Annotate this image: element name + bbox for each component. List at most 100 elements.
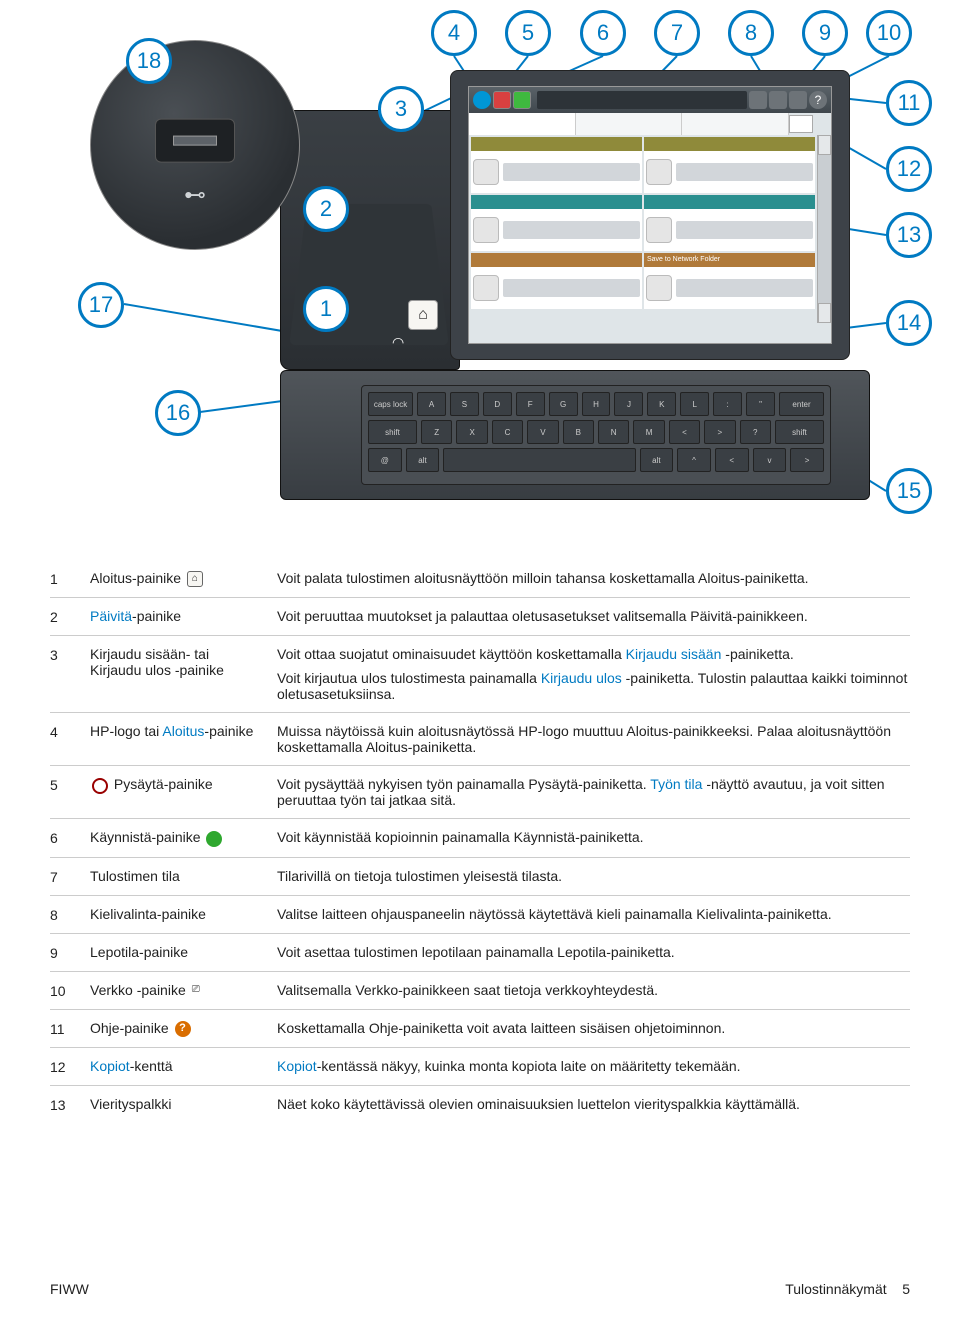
help-icon: ? [175,1021,191,1037]
callout-2: 2 [303,186,349,232]
home-icon: ⌂ [187,571,203,587]
network-icon [789,91,807,109]
usb-icon: ⊷ [184,182,206,208]
physical-keyboard: caps lockASDFGHJKL:"enter shiftZXCVBNM<>… [361,385,831,485]
start-icon [206,831,222,847]
key: " [746,392,775,416]
legend-name: Päivitä-painike [90,608,265,625]
legend-name-link: Päivitä [90,608,132,624]
callout-9: 9 [802,10,848,56]
help-icon: ? [809,91,827,109]
save-to-network-label: Save to Network Folder [644,253,815,267]
legend-row: 1 Aloitus-painike ⌂ Voit palata tulostimen… [50,560,910,598]
legend-name: Verkko -painike⎚ [90,982,265,999]
legend-description: Kopiot-kentässä näkyy, kuinka monta kopi… [277,1058,910,1075]
screen-app-grid: Save to Network Folder [469,135,817,323]
legend-number: 5 [50,776,78,808]
description-link: Kopiot [277,1058,317,1074]
printer-top-deck [280,110,460,370]
page-footer: FIWW Tulostinnäkymät 5 [0,1281,960,1297]
legend-row: 9Lepotila-painikeVoit asettaa tulostimen… [50,934,910,972]
hp-logo-icon [473,91,491,109]
home-button-icon: ⌂ [408,300,438,330]
key: J [614,392,643,416]
legend-number: 13 [50,1096,78,1113]
key: ^ [677,448,711,472]
screen-topbar: ? [469,87,831,113]
kb-row-3: @altalt^<v> [368,448,824,472]
legend-name: Lepotila-painike [90,944,265,961]
key: A [417,392,446,416]
key: X [456,420,487,444]
key: V [527,420,558,444]
key: < [715,448,749,472]
callout-14: 14 [886,300,932,346]
callout-10: 10 [866,10,912,56]
key: < [669,420,700,444]
nfc-icon: ◠ [392,334,412,354]
legend-description: Valitse laitteen ohjauspaneelin näytössä… [277,906,910,923]
callout-17: 17 [78,282,124,328]
legend-name: Ohje-painike ? [90,1020,265,1037]
key: D [483,392,512,416]
legend-number: 12 [50,1058,78,1075]
callout-13: 13 [886,212,932,258]
usb-port-inset: ⊷ [90,40,300,250]
legend-description: Voit palata tulostimen aloitusnäyttöön m… [277,570,910,587]
control-panel-diagram: 4 5 6 7 8 9 10 11 12 13 14 15 1 2 3 16 1… [0,0,960,560]
key: shift [368,420,417,444]
legend-name: Kopiot-kenttä [90,1058,265,1075]
key: K [647,392,676,416]
description-link: Kirjaudu ulos [541,670,622,686]
footer-right: Tulostinnäkymät 5 [785,1281,910,1297]
legend-description: Näet koko käytettävissä olevien ominaisu… [277,1096,910,1113]
legend-row: 4HP-logo tai Aloitus-painikeMuissa näytö… [50,713,910,766]
callout-16: 16 [155,390,201,436]
legend-name: Tulostimen tila [90,868,265,885]
callout-7: 7 [654,10,700,56]
key: : [713,392,742,416]
legend-name-link: Aloitus [162,723,204,739]
footer-left: FIWW [50,1281,89,1297]
legend-name: Aloitus-painike ⌂ [90,570,265,587]
legend-name-link: Kopiot [90,1058,130,1074]
kb-row-2: shiftZXCVBNM<>?shift [368,420,824,444]
description-link: Kirjaudu sisään [626,646,722,662]
screen-tabs [469,113,831,135]
language-icon [749,91,767,109]
description-link: Työn tila [650,776,702,792]
callout-15: 15 [886,468,932,514]
legend-description: Tilarivillä on tietoja tulostimen yleise… [277,868,910,885]
key: alt [406,448,440,472]
legend-name: HP-logo tai Aloitus-painike [90,723,265,755]
key: M [633,420,664,444]
legend-row: 12 Kopiot-kenttä Kopiot-kentässä näkyy, ku… [50,1048,910,1086]
key: caps lock [368,392,413,416]
legend-name: Pysäytä-painike [90,776,265,808]
callout-8: 8 [728,10,774,56]
legend-number: 1 [50,570,78,587]
legend-number: 3 [50,646,78,702]
printer-base: caps lockASDFGHJKL:"enter shiftZXCVBNM<>… [280,370,870,500]
key: G [549,392,578,416]
kb-row-1: caps lockASDFGHJKL:"enter [368,392,824,416]
legend-description: Koskettamalla Ohje-painiketta voit avata… [277,1020,910,1037]
legend-row: 7Tulostimen tilaTilarivillä on tietoja t… [50,858,910,896]
legend-row: 2 Päivitä-painike Voit peruuttaa muutokset… [50,598,910,636]
legend-row: 11Ohje-painike ?Koskettamalla Ohje-paini… [50,1010,910,1048]
callout-18: 18 [126,38,172,84]
legend-row: 8Kielivalinta-painikeValitse laitteen oh… [50,896,910,934]
legend-row: 6Käynnistä-painike Voit käynnistää kopio… [50,819,910,857]
legend-description: Voit ottaa suojatut ominaisuudet käyttöö… [277,646,910,702]
net-icon: ⎚ [188,983,204,999]
legend-number: 2 [50,608,78,625]
key: > [704,420,735,444]
legend-name: Vierityspalkki [90,1096,265,1113]
sleep-icon [769,91,787,109]
callout-11: 11 [886,80,932,126]
callout-4: 4 [431,10,477,56]
key: shift [775,420,824,444]
legend-description: Voit peruuttaa muutokset ja palauttaa ol… [277,608,910,625]
copies-field [789,115,813,133]
key: N [598,420,629,444]
